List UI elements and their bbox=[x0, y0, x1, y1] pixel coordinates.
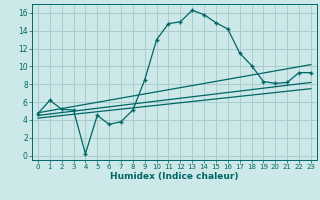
X-axis label: Humidex (Indice chaleur): Humidex (Indice chaleur) bbox=[110, 172, 239, 181]
